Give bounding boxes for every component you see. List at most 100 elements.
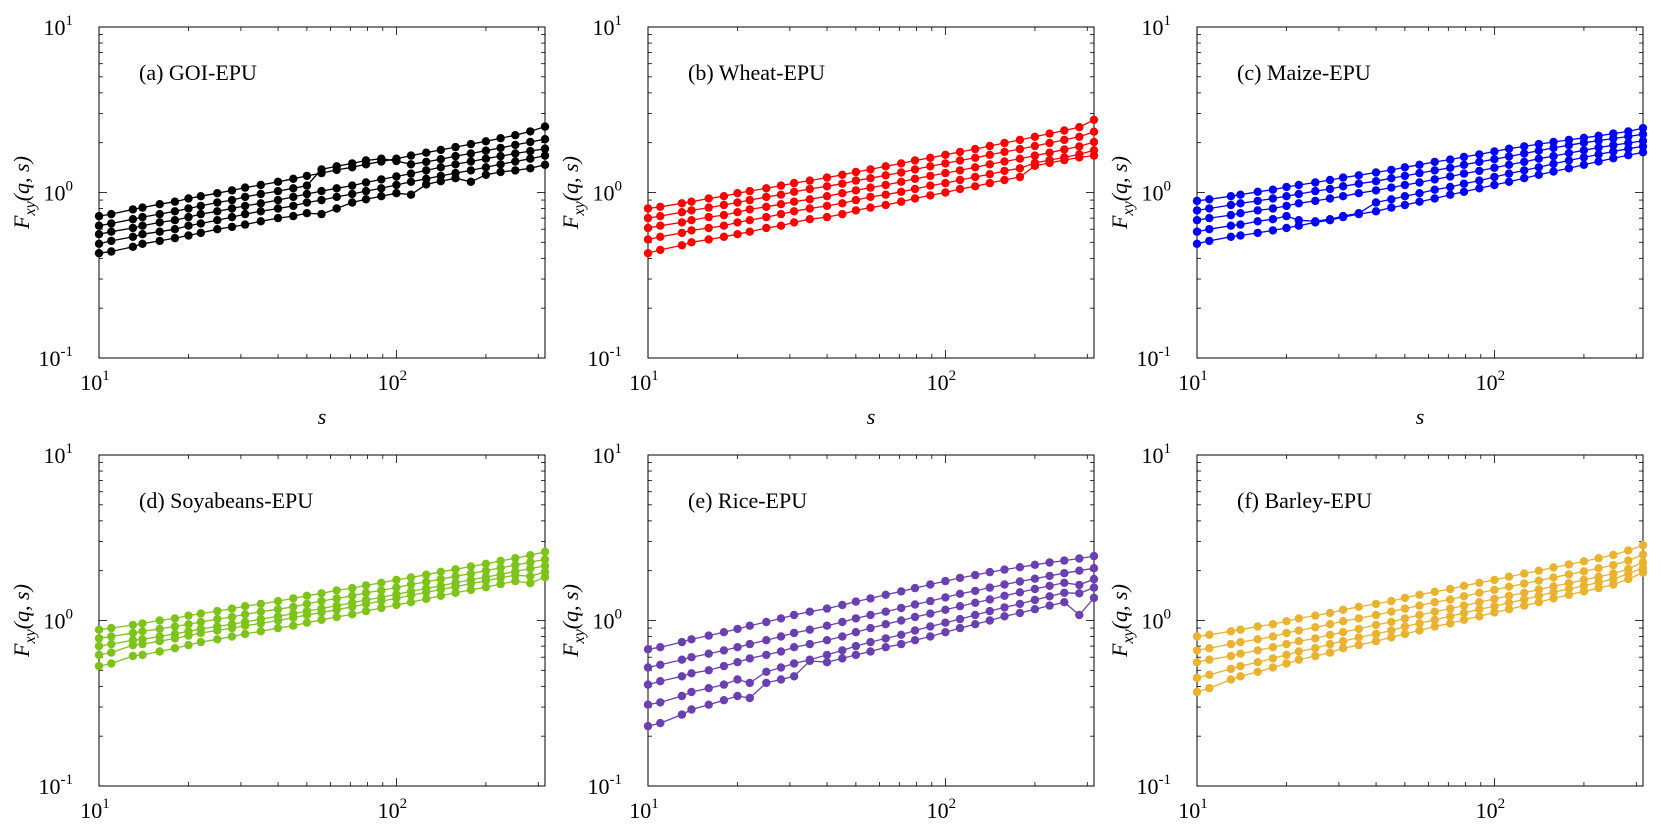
x-tick-exponent: 2: [949, 368, 957, 384]
data-point: [1192, 227, 1202, 236]
data-point: [1609, 560, 1618, 570]
data-point: [256, 199, 265, 208]
data-point: [955, 156, 965, 165]
data-point: [822, 650, 832, 660]
data-point: [1415, 197, 1424, 206]
data-point: [481, 559, 491, 568]
data-point: [213, 606, 222, 616]
x-tick-label: 102: [1476, 368, 1506, 395]
data-point: [1205, 684, 1214, 693]
data-point: [1400, 622, 1410, 631]
data-point: [1045, 592, 1054, 601]
x-tick-label: 101: [1178, 368, 1208, 395]
data-point: [881, 634, 890, 643]
data-point: [392, 189, 401, 198]
data-point: [1030, 560, 1040, 569]
data-point: [1268, 194, 1278, 203]
data-point: [107, 639, 116, 649]
data-point: [348, 181, 357, 190]
data-point: [422, 594, 431, 604]
data-point: [1387, 626, 1396, 635]
data-point: [941, 618, 950, 627]
data-point: [1638, 568, 1648, 577]
data-point: [422, 157, 431, 167]
data-point: [1400, 629, 1410, 639]
data-point: [1400, 180, 1410, 190]
data-point: [1294, 637, 1304, 646]
x-tick-label: 101: [629, 368, 659, 395]
data-point: [1475, 605, 1484, 614]
data-point: [240, 629, 250, 639]
data-point: [789, 178, 799, 188]
data-point: [789, 628, 799, 638]
data-point: [1638, 123, 1648, 133]
data-point: [1236, 649, 1245, 658]
y-tick-label: 101: [1142, 13, 1172, 40]
data-point: [526, 551, 535, 560]
data-point: [789, 610, 799, 620]
data-point: [196, 637, 205, 647]
data-point: [138, 203, 147, 212]
data-point: [1446, 155, 1455, 164]
data-point: [170, 644, 180, 653]
data-point: [1354, 640, 1364, 650]
data-point: [789, 218, 799, 227]
data-point: [971, 620, 980, 629]
data-point: [1594, 150, 1603, 159]
data-point: [1268, 226, 1278, 235]
data-point: [1311, 196, 1320, 206]
x-tick-exponent: 2: [1498, 368, 1506, 384]
data-point: [107, 236, 116, 246]
data-point: [540, 572, 550, 582]
data-point: [392, 156, 401, 166]
data-point: [1030, 141, 1040, 151]
data-point: [776, 614, 786, 623]
data-point: [227, 222, 237, 232]
data-point: [289, 184, 298, 193]
data-point: [1205, 204, 1214, 213]
data-point: [1294, 221, 1304, 230]
y-tick-label: 101: [44, 13, 74, 40]
data-point: [1490, 585, 1499, 595]
data-point: [1294, 626, 1304, 635]
y-axis-label: Fxy(q, s): [1107, 156, 1137, 230]
data-point: [1325, 620, 1335, 629]
data-point: [213, 207, 222, 216]
data-point: [1338, 212, 1348, 222]
y-tick-exponent: -1: [61, 772, 74, 788]
data-point: [1311, 611, 1320, 620]
data-point: [422, 588, 431, 597]
data-point: [155, 637, 164, 646]
data-point: [196, 228, 205, 238]
data-point: [138, 239, 147, 248]
data-point: [745, 693, 754, 703]
data-point: [1430, 615, 1439, 624]
data-point: [170, 207, 180, 216]
data-point: [1338, 173, 1348, 182]
data-point: [1415, 178, 1424, 187]
data-point: [687, 687, 696, 697]
data-point: [1192, 632, 1202, 641]
data-point: [1549, 573, 1558, 582]
data-point: [196, 617, 205, 627]
data-point: [481, 137, 491, 146]
data-point: [155, 218, 164, 227]
data-point: [256, 619, 265, 628]
data-point: [1205, 670, 1214, 679]
data-point: [466, 149, 476, 158]
data-point: [1253, 206, 1262, 215]
data-point: [406, 591, 416, 600]
data-point: [1579, 587, 1589, 596]
series-line: [98, 164, 546, 254]
data-point: [289, 594, 298, 603]
data-point: [1564, 156, 1574, 165]
data-point: [1564, 590, 1574, 599]
data-point: [1624, 556, 1633, 565]
data-point: [971, 598, 980, 607]
data-point: [138, 212, 147, 222]
data-point: [511, 131, 520, 140]
data-point: [273, 596, 283, 606]
data-point: [511, 157, 520, 166]
